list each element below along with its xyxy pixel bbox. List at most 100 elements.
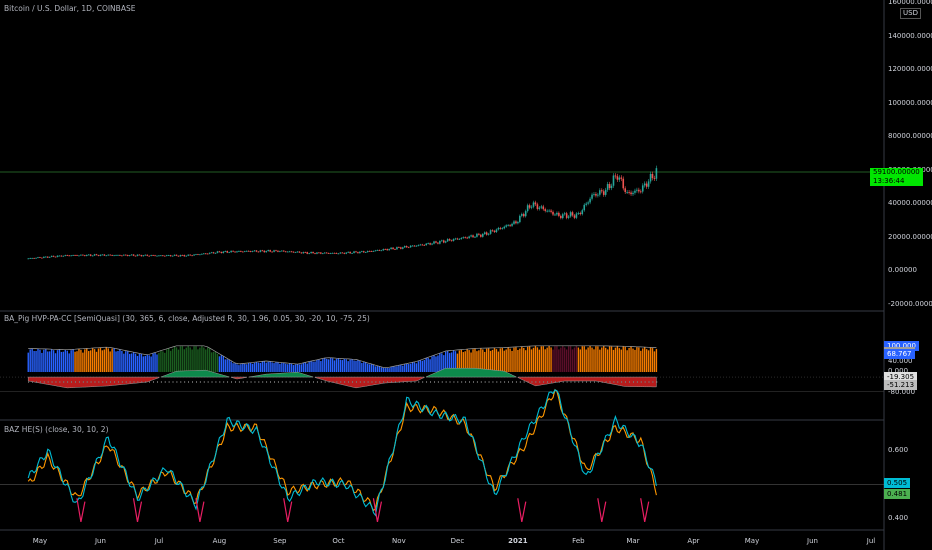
hvp-bar [579,349,582,372]
candle-body [357,252,359,254]
candle-body [575,213,578,218]
hvp-bar [564,347,566,372]
hvp-bar [482,349,484,372]
candle-body [150,255,152,256]
he-indicator-title[interactable]: BAZ HE(S) (close, 30, 10, 2) [4,425,109,434]
candle-body [191,255,193,257]
candle-body [78,255,80,257]
hvp-bar [460,349,463,372]
hvp-bar [169,350,172,372]
hvp-bar [441,353,443,372]
candle-body [152,255,154,256]
candle-body [536,204,539,209]
candle-body [616,176,619,180]
candle-body [160,255,162,257]
candle-body [450,240,453,242]
candle-body [277,250,279,252]
hvp-indicator-pane[interactable] [0,345,884,392]
last-price-value: 59100.00000 [873,168,920,176]
hvp-bar [599,349,601,372]
signal-dot [157,381,158,383]
candle-body [339,252,342,254]
candle-body [587,202,589,204]
hvp-bar [651,348,654,372]
hvp-bar [614,347,617,372]
hvp-bar [154,352,156,372]
candle-body [212,252,215,254]
signal-dot [254,381,256,383]
hvp-bar [626,350,628,372]
price-pane[interactable] [0,165,884,260]
hvp-bar [162,351,164,372]
signal-dot [192,381,193,383]
hvp-tick-label: 0.000 [888,367,909,375]
candle-body [495,229,498,233]
signal-dot [625,381,626,383]
hvp-bar [318,359,320,372]
hvp-bar [359,360,361,372]
he-low-spike [132,498,143,522]
hvp-bar [538,349,541,372]
signal-dot [590,381,591,383]
candle-body [589,198,591,203]
candle-body [224,251,227,252]
he-low-spike [372,498,383,522]
signal-dot [582,381,584,383]
signal-dot [235,381,236,383]
candle-body [643,183,646,186]
hvp-bar [300,364,303,372]
candle-body [290,251,293,253]
symbol-title[interactable]: Bitcoin / U.S. Dollar, 1D, COINBASE [4,4,136,13]
candle-body [638,189,640,192]
candle-body [409,245,412,248]
candle-body [464,237,467,239]
candle-body [165,255,168,257]
candle-body [460,237,463,239]
signal-dot [352,381,353,383]
candle-body [208,252,211,254]
hvp-bar [610,346,613,372]
hvp-bar [478,350,480,372]
hvp-bar [234,363,236,372]
he-tick-label: 0.400 [888,513,909,522]
candle-body [437,242,439,244]
hvp-bar [476,351,478,372]
candle-body [325,252,328,254]
signal-dot [523,381,525,383]
hvp-bar [130,353,133,372]
signal-dot [422,381,424,383]
hvp-bar [540,346,543,372]
candle-body [173,254,176,256]
hvp-bar [72,349,74,372]
candle-body [144,254,147,256]
candle-body [167,255,170,257]
candle-body [466,237,468,239]
hvp-bar [29,349,31,372]
hvp-bar [132,352,135,372]
signal-dot [621,381,623,383]
signal-dot [609,381,611,383]
hvp-indicator-title[interactable]: BA_Pig HVP-PA-CC [SemiQuasi] (30, 365, 6… [4,314,370,323]
candle-body [70,255,72,257]
hvp-bar [82,352,84,372]
hvp-bar [484,351,486,372]
signal-dot [473,381,474,383]
signal-dot [320,381,322,383]
time-tick-label: Jul [866,537,876,545]
signal-dot [504,381,506,383]
candle-body [257,251,260,253]
hvp-bar [427,357,429,372]
candle-body [275,250,277,252]
candle-body [370,251,373,252]
hvp-bar [337,358,340,372]
candle-body [279,251,281,252]
candle-body [66,255,69,256]
hvp-bar [269,361,271,372]
candle-body [142,255,145,257]
hvp-bar [226,359,228,372]
hvp-bar [66,350,68,372]
he-indicator-pane[interactable] [0,388,884,522]
signal-dot [188,381,190,383]
hvp-bar [220,355,223,372]
candle-body [526,205,529,212]
